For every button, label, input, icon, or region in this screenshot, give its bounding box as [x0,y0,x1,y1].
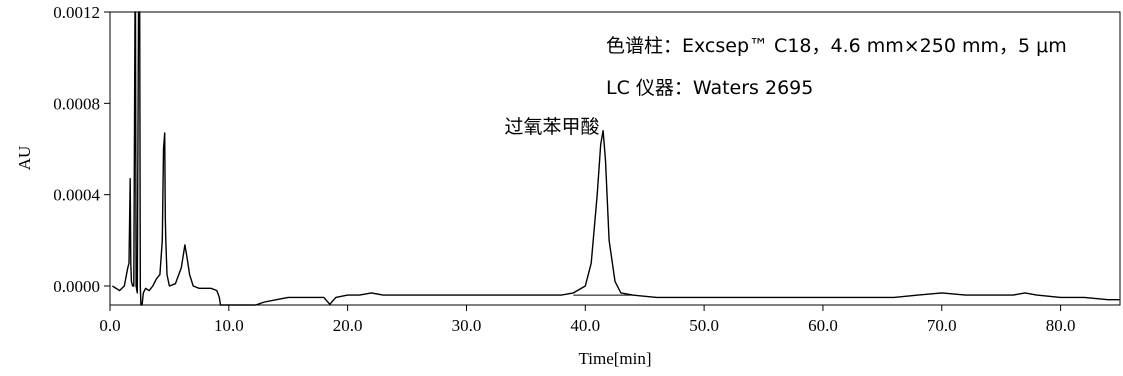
x-tick-label: 80.0 [1046,316,1076,335]
x-tick-label: 0.0 [99,316,120,335]
x-tick-label: 30.0 [452,316,482,335]
info-line-instrument: LC 仪器：Waters 2695 [606,77,813,99]
x-tick-label: 50.0 [689,316,719,335]
x-tick-label: 70.0 [927,316,957,335]
x-tick-label: 20.0 [333,316,363,335]
x-tick-label: 10.0 [214,316,244,335]
info-line-column: 色谱柱：Excsep™ C18，4.6 mm×250 mm，5 μm [606,35,1067,57]
chromatogram-trace [112,11,1120,306]
y-axis-title: AU [15,146,34,171]
y-tick-label: 0.0008 [53,94,100,113]
x-axis: 0.0 10.0 20.0 30.0 40.0 50.0 60.0 70.0 80.0 [99,305,1075,335]
y-tick-label: 0.0004 [53,186,100,205]
peak-label-perbenzoic-acid: 过氧苯甲酸 [505,116,600,138]
plot-area-border [109,11,1121,306]
x-tick-label: 40.0 [570,316,600,335]
plot-frame [109,11,1121,306]
y-tick-label: 0.0000 [53,277,100,296]
y-axis: 0.0000 0.0004 0.0008 0.0012 [53,3,110,296]
y-tick-label: 0.0012 [53,3,100,22]
x-tick-label: 60.0 [808,316,838,335]
x-axis-title: Time[min] [578,349,651,368]
